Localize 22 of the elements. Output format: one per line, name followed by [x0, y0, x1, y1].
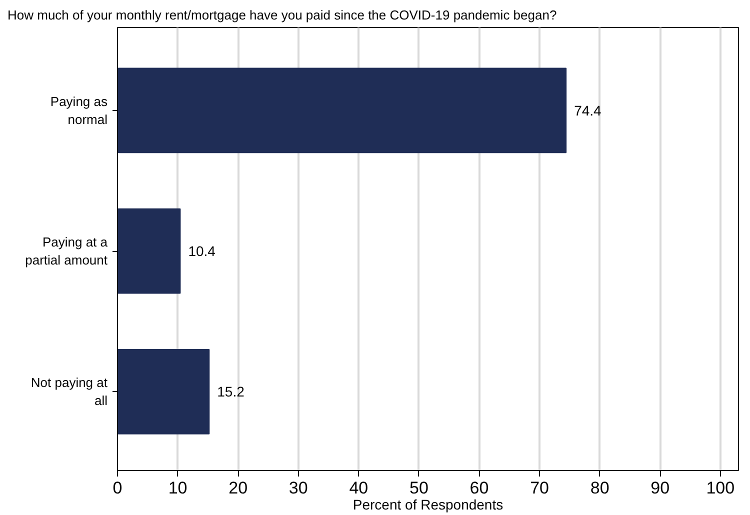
x-tick-label: 50 [410, 478, 428, 498]
bar [118, 208, 181, 294]
data-label: 10.4 [188, 243, 216, 260]
x-tick-label: 10 [168, 478, 188, 498]
data-label: 74.4 [574, 102, 602, 118]
x-tick-label: 90 [650, 478, 670, 498]
x-tick-label: 30 [288, 478, 308, 498]
x-tick-label: 60 [470, 478, 489, 498]
bar [118, 68, 567, 154]
data-label: 15.2 [217, 384, 245, 400]
chart-title: How much of your monthly rent/mortgage have you paid since the COVID-19 pandemic began? [8, 8, 557, 22]
x-tick-label: 20 [228, 478, 248, 498]
x-tick-label: 80 [590, 478, 610, 498]
x-tick-label: 0 [112, 478, 122, 498]
bar [118, 349, 210, 434]
y-tick-label: Not paying at all [30, 375, 108, 408]
y-tick-label: Paying at a partial amount [25, 234, 108, 268]
x-tick-label: 100 [706, 478, 735, 498]
x-tick-label: 70 [530, 478, 550, 498]
x-tick-label: 40 [349, 478, 368, 498]
x-axis-title: Percent of Respondents [352, 496, 504, 512]
y-tick-label: Paying as normal [50, 94, 108, 127]
